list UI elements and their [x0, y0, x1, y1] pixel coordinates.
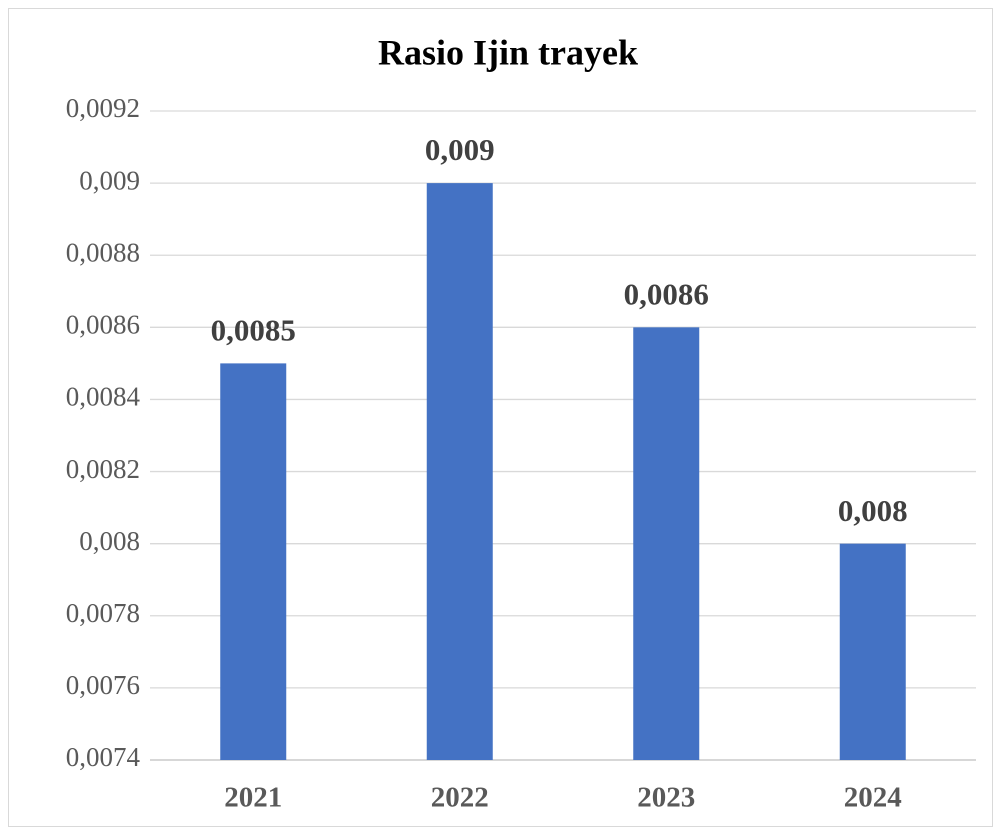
data-label: 0,0086 — [624, 276, 709, 311]
y-tick-label: 0,0082 — [66, 454, 140, 484]
chart-border — [8, 8, 993, 827]
chart-title: Rasio Ijin trayek — [378, 32, 638, 72]
x-tick-label: 2021 — [224, 782, 282, 814]
x-tick-label: 2024 — [844, 782, 902, 814]
y-tick-label: 0,0076 — [66, 670, 140, 700]
x-tick-label: 2022 — [431, 782, 489, 814]
bar — [426, 183, 493, 761]
y-tick-label: 0,0084 — [66, 382, 141, 412]
bar — [220, 363, 287, 760]
bar — [839, 543, 906, 760]
y-tick-label: 0,0088 — [66, 237, 140, 267]
y-tick-label: 0,008 — [79, 526, 140, 556]
data-label: 0,009 — [425, 132, 495, 167]
x-tick-label: 2023 — [637, 782, 695, 814]
y-tick-label: 0,0086 — [66, 310, 140, 340]
y-tick-label: 0,0078 — [66, 598, 140, 628]
data-label: 0,008 — [838, 493, 908, 528]
data-label: 0,0085 — [211, 312, 296, 347]
y-tick-label: 0,0092 — [66, 93, 140, 123]
bar — [633, 327, 700, 760]
y-tick-label: 0,009 — [79, 165, 140, 195]
y-tick-label: 0,0074 — [66, 742, 141, 772]
